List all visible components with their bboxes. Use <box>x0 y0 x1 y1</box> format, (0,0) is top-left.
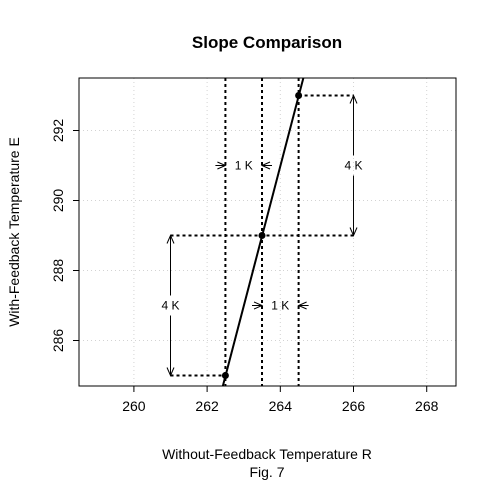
annotation-arrowhead-2a <box>217 161 227 170</box>
annotations: 4 K 4 K 1 K 1 K <box>161 94 363 377</box>
annotation-arrowhead-3b <box>297 301 307 310</box>
grid <box>79 78 456 386</box>
x-tick-label-2: 264 <box>269 398 293 414</box>
annotation-arrowhead-0a <box>166 367 175 377</box>
annotation-label-1: 4 K <box>345 159 363 173</box>
x-tick-label-4: 268 <box>415 398 439 414</box>
annotation-arrowhead-2b <box>260 161 271 170</box>
figure-caption: Fig. 7 <box>249 464 284 480</box>
y-tick-label-1: 288 <box>50 259 66 283</box>
data-point-2 <box>295 92 303 99</box>
annotation-label-0: 4 K <box>161 299 179 313</box>
annotation-arrowhead-1a <box>349 227 358 237</box>
plot-frame <box>78 77 457 387</box>
y-tick-label-2: 290 <box>50 189 66 213</box>
y-axis-label: With-Feedback Temperature E <box>6 137 22 327</box>
x-tick-label-1: 262 <box>195 398 219 414</box>
series-line-0 <box>221 77 305 387</box>
series <box>221 77 305 387</box>
annotation-arrowhead-1b <box>349 94 358 104</box>
annotation-arrowhead-3a <box>253 301 264 310</box>
annotation-arrowhead-0b <box>166 234 175 244</box>
annotation-label-2: 1 K <box>235 159 253 173</box>
annotation-label-3: 1 K <box>271 299 289 313</box>
y-axis: 286 288 290 292 <box>50 119 79 353</box>
chart-title: Slope Comparison <box>192 33 342 52</box>
y-tick-label-0: 286 <box>50 329 66 353</box>
data-point-0 <box>221 372 229 379</box>
x-axis-label: Without-Feedback Temperature R <box>162 446 372 462</box>
data-point-1 <box>258 232 266 239</box>
y-tick-label-3: 292 <box>50 119 66 143</box>
x-tick-label-0: 260 <box>122 398 146 414</box>
x-axis: 260 262 264 266 268 <box>122 386 439 414</box>
x-tick-label-3: 266 <box>342 398 366 414</box>
